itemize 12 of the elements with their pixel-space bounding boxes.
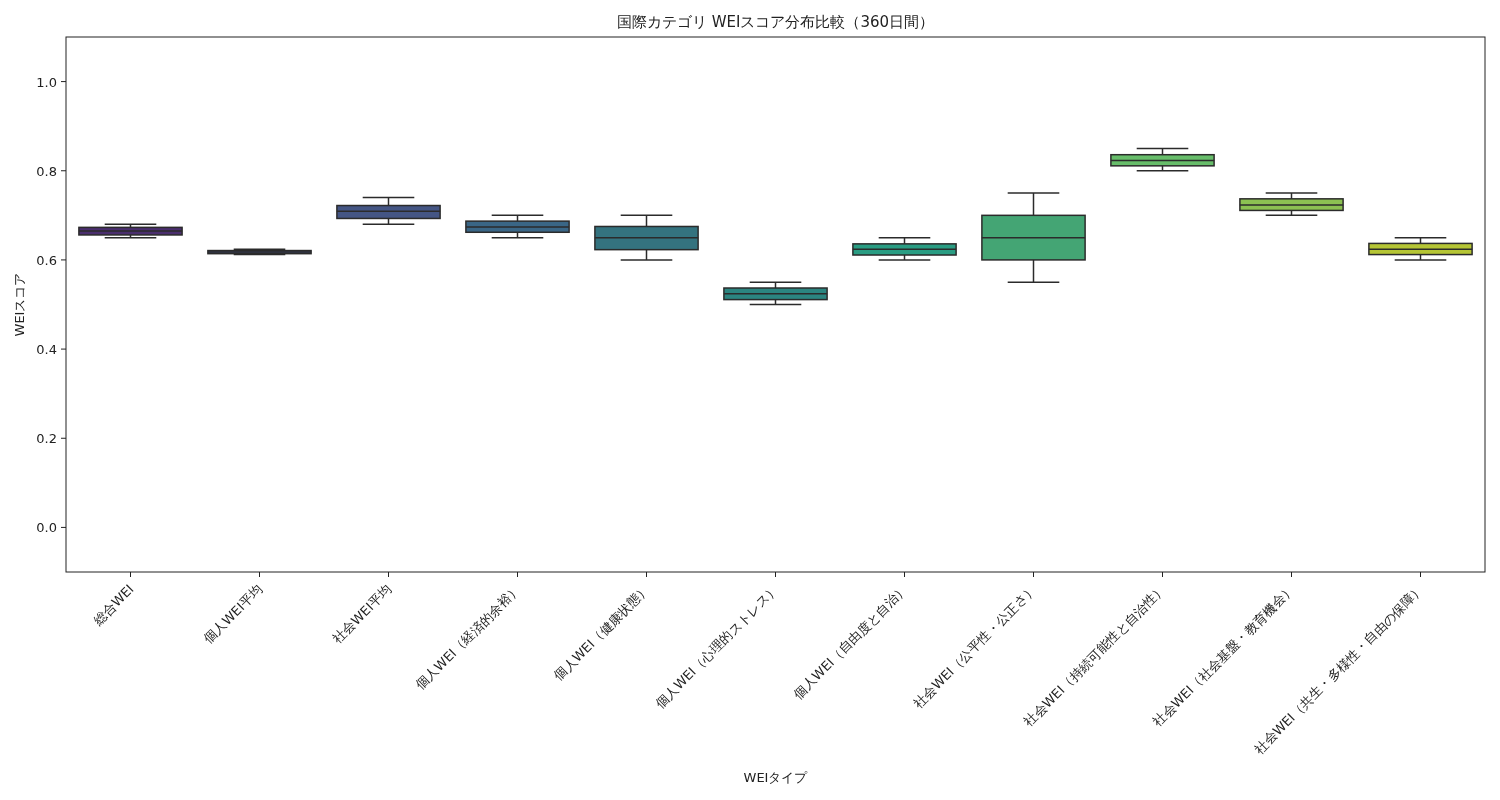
chart-title: 国際カテゴリ WEIスコア分布比較（360日間） — [616, 13, 935, 31]
y-tick-label: 0.4 — [36, 342, 57, 358]
x-tick-label: 個人WEI（心理的ストレス） — [652, 581, 782, 711]
x-axis-title: WEIタイプ — [743, 770, 809, 785]
y-axis-title: WEIスコア — [12, 272, 27, 337]
y-tick-label: 0.6 — [36, 252, 57, 268]
y-tick-label: 0.8 — [36, 163, 57, 179]
y-tick-label: 0.0 — [36, 520, 57, 536]
x-tick-label: 総合WEI — [89, 581, 137, 629]
y-tick-label: 0.2 — [36, 431, 57, 447]
y-tick-label: 1.0 — [36, 74, 57, 90]
x-tick-label: 個人WEI（健康状態） — [550, 581, 653, 684]
